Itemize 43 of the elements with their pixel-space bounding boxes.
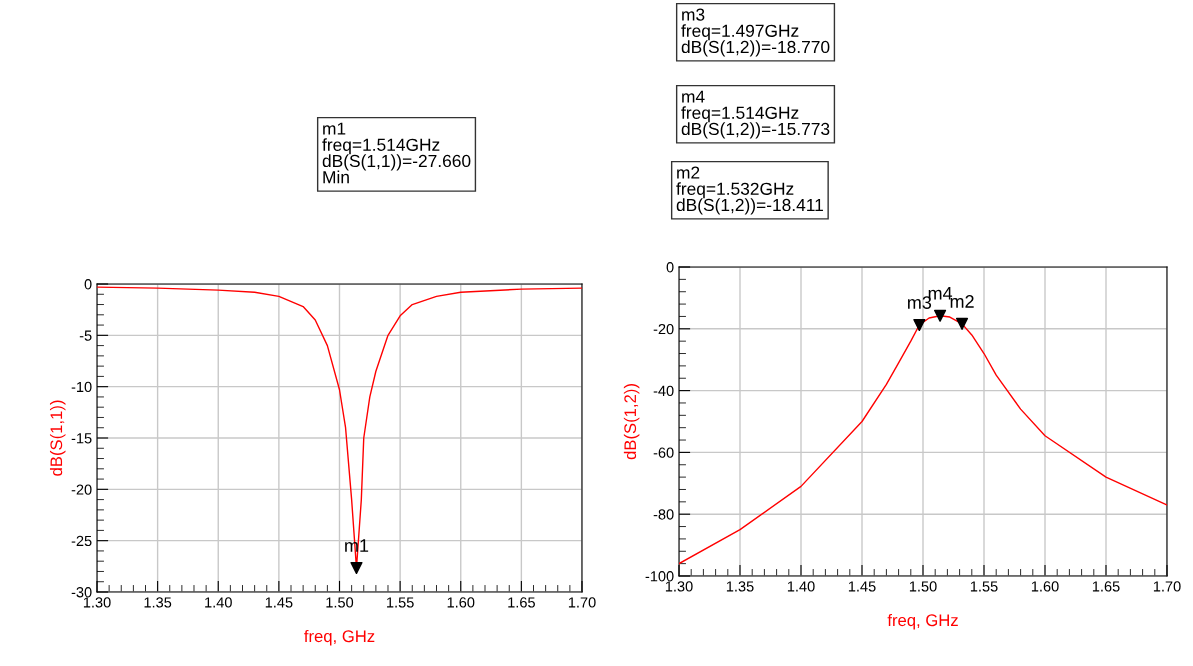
- x-tick-label: 1.35: [726, 581, 754, 592]
- x-tick-label: 1.35: [144, 597, 172, 608]
- text: m4 freq=1.514GHz dB(S(1,2))=-15.773: [681, 90, 830, 139]
- y-tick-label: -15: [71, 433, 92, 444]
- x-tick-label: 1.45: [848, 581, 876, 592]
- y-tick-label: 0: [84, 279, 92, 290]
- x-axis-title: freq, GHz: [887, 613, 958, 630]
- y-tick-label: -80: [653, 509, 674, 520]
- text: m3 freq=1.497GHz dB(S(1,2))=-18.770: [681, 8, 830, 57]
- x-tick-label: 1.70: [1153, 581, 1181, 592]
- y-tick-label: -5: [79, 330, 92, 341]
- text: m1 freq=1.514GHz dB(S(1,1))=-27.660 Min: [322, 122, 471, 184]
- y-tick-label: -60: [653, 447, 674, 458]
- y-axis-title: dB(S(1,2)): [623, 384, 640, 460]
- y-tick-label: -20: [71, 484, 92, 495]
- x-tick-label: 1.45: [265, 597, 293, 608]
- x-tick-label: 1.30: [83, 597, 111, 608]
- x-tick-label: 1.40: [205, 597, 232, 608]
- annotation: m2: [950, 295, 974, 308]
- x-tick-label: 1.60: [1031, 581, 1059, 592]
- y-axis-title: dB(S(1,1)): [49, 400, 66, 476]
- x-tick-label: 1.30: [665, 581, 693, 592]
- y-tick-label: 0: [666, 262, 674, 273]
- x-axis-title: freq, GHz: [304, 629, 375, 646]
- x-tick-label: 1.50: [909, 581, 937, 592]
- x-tick-label: 1.70: [568, 597, 596, 608]
- y-tick-label: -30: [71, 587, 92, 598]
- y-tick-label: -20: [653, 323, 674, 335]
- text: m2 freq=1.532GHz dB(S(1,2))=-18.411: [676, 166, 823, 215]
- point: [934, 309, 947, 322]
- x-tick-label: 1.50: [326, 597, 354, 608]
- x-tick-label: 1.65: [1092, 581, 1120, 592]
- point: [913, 318, 926, 332]
- x-tick-label: 1.55: [970, 581, 998, 592]
- x-tick-label: 1.55: [387, 597, 414, 608]
- x-tick-label: 1.40: [787, 581, 815, 592]
- y-tick-label: -10: [71, 381, 92, 393]
- y-tick-label: -100: [645, 571, 674, 582]
- x-tick-label: 1.65: [508, 597, 535, 608]
- x-tick-label: 1.60: [447, 597, 475, 608]
- y-tick-label: -40: [653, 385, 674, 397]
- y-tick-label: -25: [71, 535, 92, 547]
- point: [955, 317, 969, 330]
